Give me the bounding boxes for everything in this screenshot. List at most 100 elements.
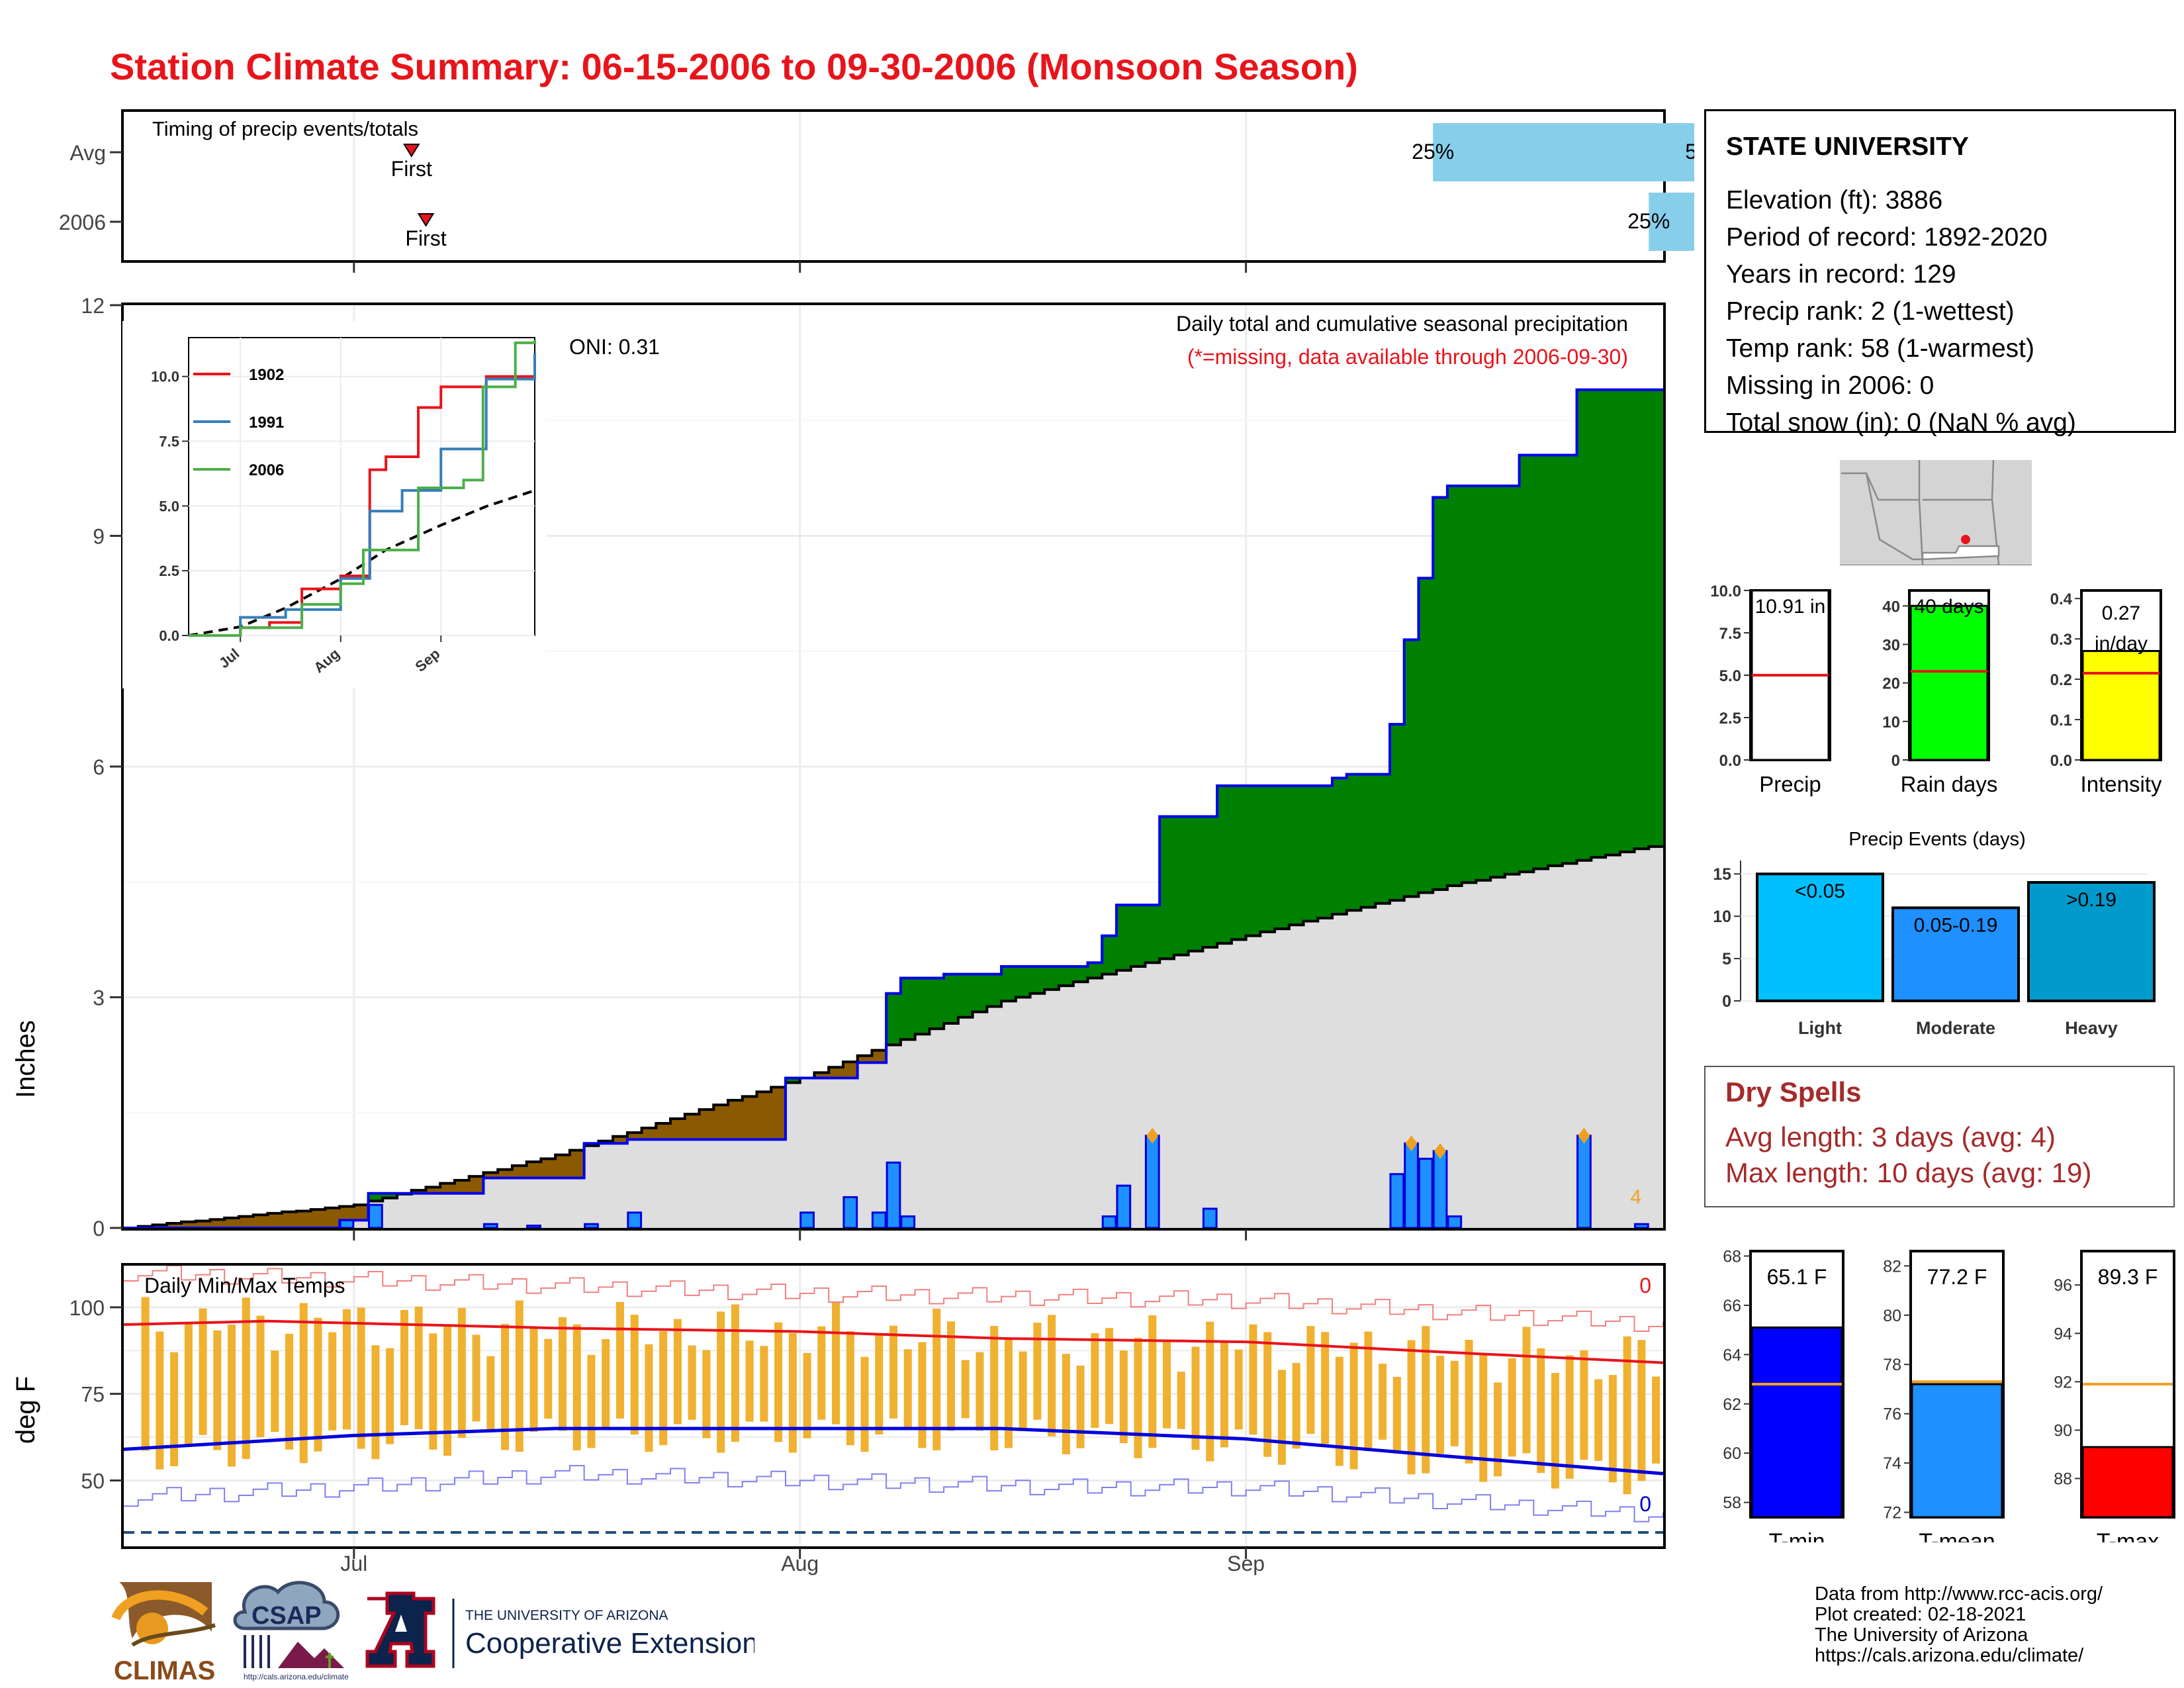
above-average-area: [886, 993, 901, 1045]
below-average-area: [181, 1221, 197, 1228]
summary-y-tick-label: 0.4: [2050, 590, 2073, 608]
summary-y-tick-label: 5.0: [1719, 667, 1741, 685]
above-average-area: [1548, 455, 1563, 866]
above-average-area: [1030, 966, 1045, 994]
timing-panel-frame: [121, 109, 1666, 263]
precip-y-tick-label: 3: [93, 986, 105, 1010]
below-average-area: [411, 1190, 427, 1194]
events-bar-range: <0.05: [1795, 880, 1845, 902]
temp-bar-y-tick-label: 94: [2054, 1325, 2072, 1343]
page-title: Station Climate Summary: 06-15-2006 to 0…: [110, 46, 1358, 87]
daily-precip-bar: [871, 1211, 887, 1229]
below-average-area: [656, 1123, 671, 1140]
below-average-area: [310, 1209, 326, 1228]
above-average-area: [972, 974, 987, 1012]
precip-y-tick-label: 9: [93, 525, 105, 549]
below-average-area: [771, 1087, 786, 1140]
below-average-area: [728, 1100, 743, 1140]
temp-summary-bars: 58 60 62 64 66 68 65.1 F T-min 72 74 76 78 80 82 77.2 …: [1723, 1247, 2175, 1542]
below-average-area: [699, 1109, 714, 1140]
events-bar-label: Moderate: [1916, 1018, 1995, 1038]
above-average-area: [1404, 639, 1420, 897]
events-bar: [1891, 906, 2020, 1002]
above-average-area: [1576, 389, 1592, 861]
average-low-line: [123, 1427, 1664, 1476]
above-average-area: [1649, 389, 1664, 847]
events-y-tick-label: 5: [1722, 950, 1731, 968]
below-average-area: [454, 1180, 470, 1194]
above-average-area: [1375, 774, 1390, 904]
extreme-marker: [1434, 1143, 1447, 1159]
above-average-area: [1346, 774, 1362, 911]
above-average-area: [1289, 786, 1304, 925]
above-average-area: [785, 1078, 801, 1083]
summary-y-tick-label: 0.0: [1719, 752, 1741, 770]
temp-bottom-count: 0: [1639, 1492, 1651, 1516]
inset-y-tick-label: 2.5: [159, 563, 179, 579]
inset-y-tick-label: 7.5: [159, 434, 179, 450]
precip-y-tick-label: 6: [93, 755, 105, 779]
daily-precip-bar: [627, 1211, 643, 1229]
above-average-area: [383, 1193, 398, 1198]
temp-top-count: 0: [1639, 1274, 1651, 1297]
map-land: [1840, 460, 2032, 565]
above-average-area: [944, 974, 959, 1023]
daily-precip-bar: [1116, 1184, 1132, 1229]
below-average-area: [670, 1119, 686, 1140]
temp-bar-y-tick-label: 92: [2054, 1373, 2072, 1391]
above-average-area: [1476, 485, 1491, 880]
average-cumulative-line: [124, 845, 1663, 1229]
above-average-area: [1145, 905, 1160, 963]
temp-bar-y-tick-label: 78: [1883, 1356, 1901, 1374]
below-average-area: [713, 1105, 729, 1140]
summary-value-label: 10.91 in: [1755, 596, 1826, 618]
average-cumulative-area: [124, 843, 1663, 1228]
observed-cumulative-line: [124, 388, 1663, 1229]
station-box: STATE UNIVERSITY Elevation (ft): 3886 Per…: [1704, 109, 2176, 437]
credit-line: Data from http://www.rcc-acis.org/: [1815, 1583, 2103, 1605]
climas-logo: CLIMAS: [111, 1582, 216, 1685]
above-average-area: [1418, 578, 1433, 893]
below-average-area: [353, 1205, 369, 1221]
above-average-area: [1203, 816, 1218, 947]
temp-ylabel: deg F: [11, 1376, 40, 1444]
timing-quantile-label: 25%: [1627, 209, 1670, 233]
above-average-area: [1389, 724, 1405, 901]
inset-series-line: [189, 340, 536, 637]
inset-y-tick-label: 5.0: [159, 498, 179, 514]
above-average-area: [1332, 778, 1347, 915]
credit-line: The University of Arizona: [1815, 1624, 2028, 1646]
map-mexico: [1921, 545, 2000, 561]
daily-precip-bar: [1447, 1215, 1463, 1229]
daily-precip-bar: [799, 1211, 815, 1229]
daily-precip-bar: [842, 1196, 858, 1229]
below-average-area: [238, 1216, 254, 1228]
summary-value-label: 40 days: [1914, 596, 1983, 618]
above-average-area: [1015, 966, 1031, 998]
below-average-area: [641, 1127, 657, 1140]
daily-precip-bar: [584, 1223, 599, 1229]
ua-small-text: THE UNIVERSITY OF ARIZONA: [465, 1608, 668, 1623]
temp-summary-bar: [2081, 1446, 2174, 1519]
events-bar-range: 0.05-0.19: [1914, 914, 1998, 936]
timing-q25-q50-box: [1649, 193, 1694, 251]
above-average-area: [958, 974, 974, 1017]
temp-y-tick-label: 75: [81, 1383, 105, 1407]
above-average-area: [1260, 786, 1275, 932]
csap-logo: CSAP http://cals.arizona.edu/climate: [233, 1581, 349, 1681]
above-average-area: [1231, 786, 1247, 940]
below-average-area: [684, 1114, 700, 1140]
extreme-marker: [1405, 1135, 1418, 1152]
summary-y-tick-label: 10: [1882, 714, 1900, 731]
below-average-area: [195, 1221, 211, 1228]
above-average-area: [1058, 966, 1074, 986]
station-info-line: Precip rank: 2 (1-wettest): [1726, 297, 2015, 326]
precip-panel: 0 3 6 9 12 Daily total and cumulative season…: [11, 294, 1666, 1241]
map-borders: [1841, 460, 2000, 565]
inset-y-tick-label: 0.0: [159, 628, 179, 644]
ua-logo: THE UNIVERSITY OF ARIZONA Cooperative Ex…: [365, 1591, 754, 1668]
summary-y-tick-label: 7.5: [1719, 625, 1741, 643]
summary-y-tick-label: 20: [1882, 675, 1900, 693]
temp-y-tick-label: 50: [81, 1470, 105, 1493]
above-average-area: [1361, 774, 1376, 908]
